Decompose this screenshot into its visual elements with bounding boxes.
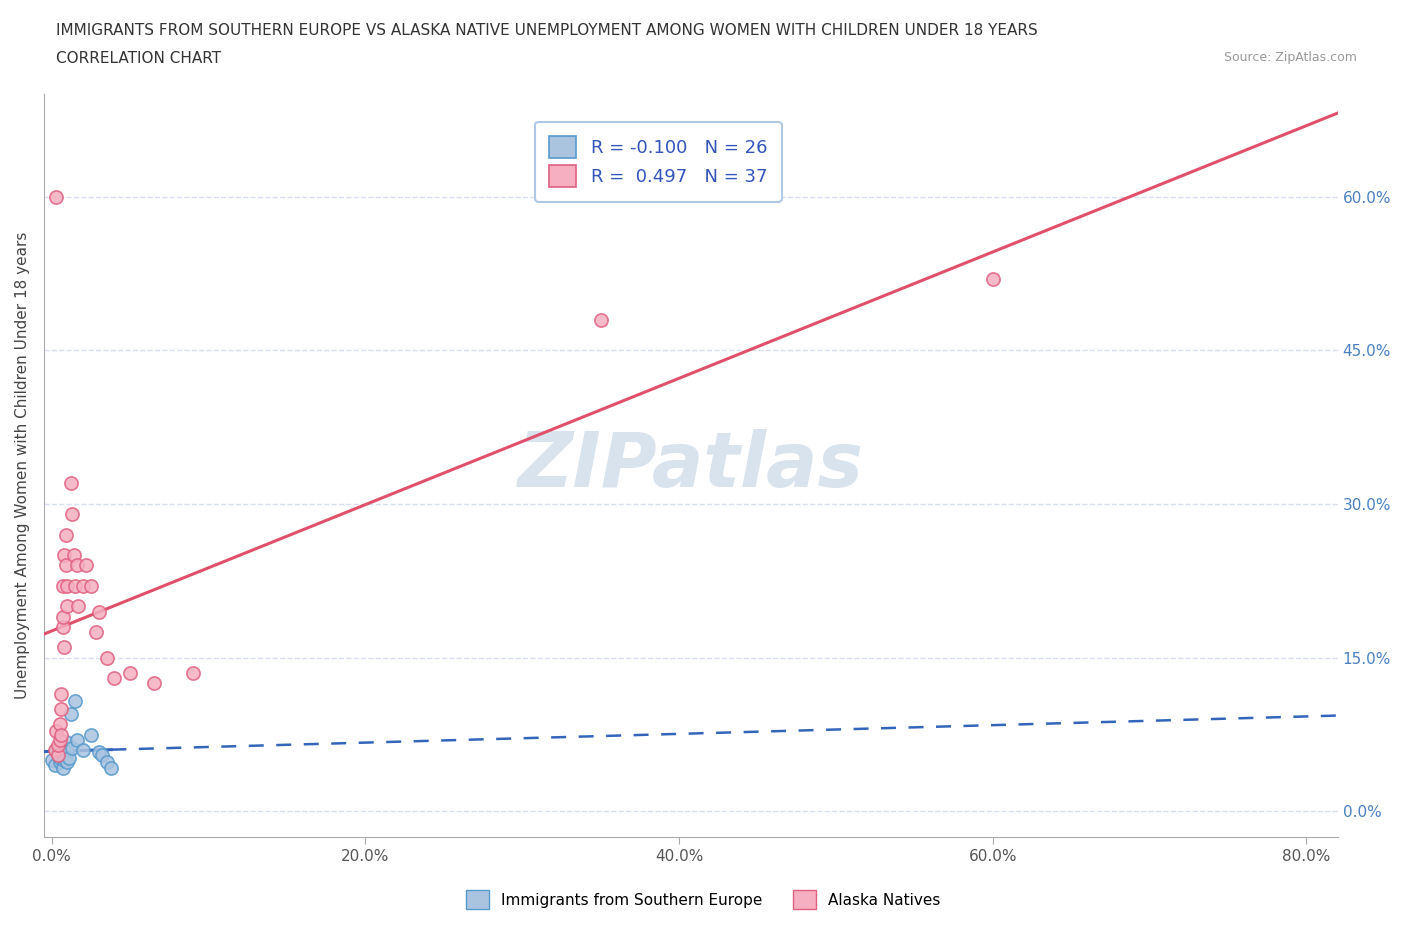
Point: [53, 752, 76, 767]
Point: [55, 558, 77, 573]
Point: [56, 755, 79, 770]
Point: [49, 701, 72, 716]
Point: [72, 742, 94, 757]
Point: [65, 693, 87, 708]
Point: [56, 745, 79, 760]
Point: [142, 676, 165, 691]
Point: [87, 604, 110, 619]
Point: [80, 727, 103, 742]
Point: [52, 609, 75, 624]
Point: [53, 548, 76, 563]
Point: [181, 666, 204, 681]
Point: [62, 548, 84, 563]
Point: [60, 507, 83, 522]
Point: [44, 758, 66, 773]
Point: [52, 761, 75, 776]
Point: [65, 578, 87, 593]
Point: [90, 748, 112, 763]
Point: [48, 732, 70, 747]
Text: CORRELATION CHART: CORRELATION CHART: [56, 51, 221, 66]
Point: [53, 640, 76, 655]
Point: [56, 599, 79, 614]
Point: [96, 755, 118, 770]
Point: [53, 742, 76, 757]
Text: ZIPatlas: ZIPatlas: [517, 429, 863, 502]
Point: [100, 761, 122, 776]
Point: [103, 671, 125, 685]
Point: [52, 748, 75, 763]
Legend: R = -0.100   N = 26, R =  0.497   N = 37: R = -0.100 N = 26, R = 0.497 N = 37: [534, 122, 782, 202]
Text: IMMIGRANTS FROM SOUTHERN EUROPE VS ALASKA NATIVE UNEMPLOYMENT AMONG WOMEN WITH C: IMMIGRANTS FROM SOUTHERN EUROPE VS ALASK…: [56, 23, 1038, 38]
Point: [981, 271, 1004, 286]
Point: [59, 476, 82, 491]
Point: [59, 707, 82, 722]
Point: [45, 724, 67, 739]
Point: [49, 686, 72, 701]
Point: [49, 745, 72, 760]
Point: [52, 578, 75, 593]
Point: [46, 748, 69, 763]
Point: [75, 558, 97, 573]
Point: [48, 751, 70, 765]
Point: [46, 748, 69, 763]
Point: [66, 732, 89, 747]
Point: [87, 745, 110, 760]
Point: [49, 727, 72, 742]
Point: [48, 717, 70, 732]
Point: [45, 189, 67, 204]
Point: [55, 735, 77, 750]
Point: [56, 578, 79, 593]
Point: [67, 599, 90, 614]
Point: [49, 737, 72, 752]
Point: [46, 737, 69, 752]
Point: [589, 312, 612, 327]
Point: [58, 751, 80, 765]
Legend: Immigrants from Southern Europe, Alaska Natives: Immigrants from Southern Europe, Alaska …: [460, 884, 946, 915]
Point: [45, 742, 67, 757]
Point: [120, 666, 142, 681]
Point: [96, 650, 118, 665]
Point: [84, 625, 107, 640]
Text: Source: ZipAtlas.com: Source: ZipAtlas.com: [1223, 51, 1357, 64]
Point: [80, 578, 103, 593]
Point: [48, 755, 70, 770]
Point: [72, 578, 94, 593]
Point: [60, 740, 83, 755]
Point: [66, 558, 89, 573]
Y-axis label: Unemployment Among Women with Children Under 18 years: Unemployment Among Women with Children U…: [15, 232, 30, 699]
Point: [44, 742, 66, 757]
Point: [41, 752, 63, 767]
Point: [55, 527, 77, 542]
Point: [52, 619, 75, 634]
